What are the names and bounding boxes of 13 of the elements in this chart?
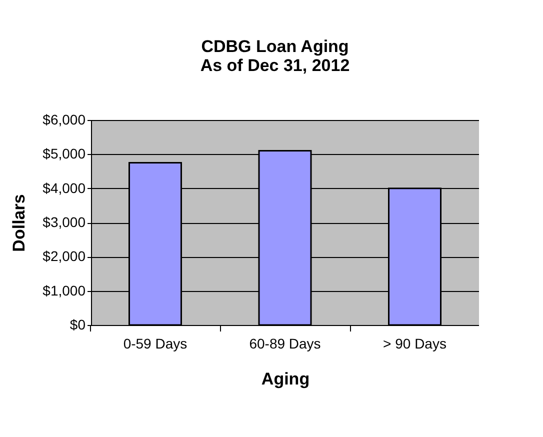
- y-tick-label: $2,000: [42, 248, 86, 264]
- x-axis-title: Aging: [261, 370, 310, 388]
- x-tick-label: > 90 Days: [383, 336, 446, 352]
- chart-title: CDBG Loan Aging As of Dec 31, 2012: [200, 37, 350, 75]
- x-tick-label: 0-59 Days: [123, 336, 188, 352]
- y-tick-label: $3,000: [42, 214, 86, 230]
- y-axis-title: Dollars: [10, 194, 29, 252]
- x-tick-label: 60-89 Days: [249, 336, 321, 352]
- y-tick-label: $5,000: [42, 146, 86, 162]
- y-tick-label: $6,000: [42, 112, 86, 128]
- y-tick-label: $1,000: [42, 282, 86, 298]
- y-tick-label: $4,000: [42, 180, 86, 196]
- y-tick-label: $0: [70, 316, 86, 332]
